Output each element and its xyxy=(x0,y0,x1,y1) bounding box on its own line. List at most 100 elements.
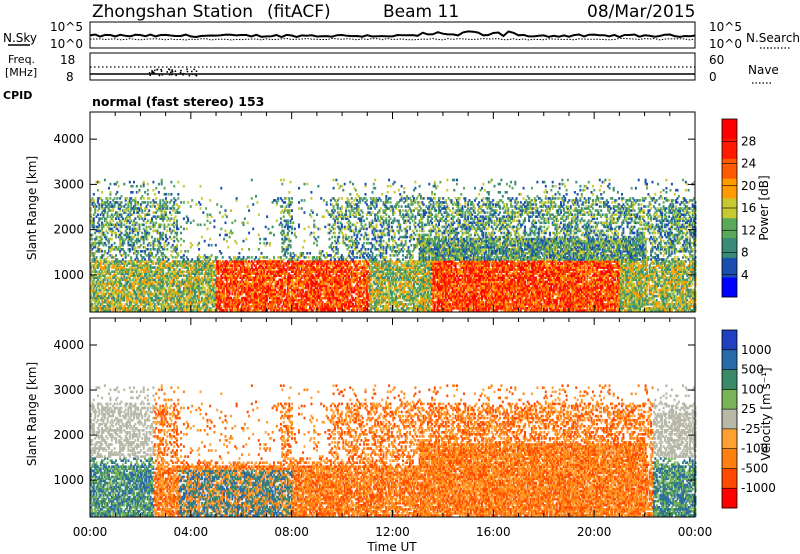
power-cell xyxy=(256,286,259,290)
power-cell xyxy=(174,303,177,306)
power-cell xyxy=(185,298,188,302)
power-cell xyxy=(234,264,237,267)
power-cell xyxy=(101,296,104,300)
power-cell xyxy=(144,280,147,284)
power-cell xyxy=(263,280,266,284)
power-cell xyxy=(144,201,147,204)
power-cell xyxy=(124,276,127,280)
power-cell xyxy=(164,199,167,202)
power-cell xyxy=(268,258,271,261)
power-cell xyxy=(139,292,142,296)
power-cell xyxy=(259,241,262,245)
power-cell xyxy=(245,258,248,261)
power-cell xyxy=(202,278,205,282)
power-cell xyxy=(131,262,134,265)
power-cell xyxy=(127,233,130,237)
power-cell xyxy=(217,298,220,302)
power-cell xyxy=(316,213,318,216)
power-cell xyxy=(198,309,201,312)
power-cell xyxy=(155,294,158,298)
power-cell xyxy=(159,241,162,245)
power-cell xyxy=(195,264,198,267)
power-cell xyxy=(249,282,252,286)
power-cell xyxy=(121,278,124,282)
power-cell xyxy=(264,288,267,292)
power-cell xyxy=(252,298,255,302)
power-cell xyxy=(199,282,202,286)
power-cell xyxy=(194,272,196,275)
power-cell xyxy=(253,286,256,290)
power-cell xyxy=(261,309,264,312)
power-cell xyxy=(166,298,169,302)
power-cell xyxy=(133,180,135,184)
power-cell xyxy=(322,199,325,202)
power-cell xyxy=(230,286,232,290)
power-cell xyxy=(245,266,248,269)
power-cell xyxy=(126,276,128,280)
power-cell xyxy=(130,296,133,300)
power-cell xyxy=(231,300,234,304)
power-cell xyxy=(313,219,316,223)
power-cell xyxy=(115,182,117,186)
power-cell xyxy=(250,276,253,280)
power-cell xyxy=(216,284,219,288)
power-cell xyxy=(138,207,141,210)
power-cell xyxy=(259,298,262,302)
nsky-label: N.Sky xyxy=(3,31,37,45)
power-cell xyxy=(192,286,195,290)
power-cell xyxy=(196,280,199,284)
power-cell xyxy=(103,211,106,214)
power-cell xyxy=(235,298,238,302)
power-cell xyxy=(94,243,97,247)
power-cell xyxy=(230,262,232,265)
power-cell xyxy=(188,286,191,290)
power-cell xyxy=(105,270,108,273)
power-cell xyxy=(146,262,149,265)
power-cell xyxy=(131,278,134,282)
power-cell xyxy=(187,282,190,286)
freq-label: Freq. xyxy=(8,53,35,66)
power-cell xyxy=(105,243,108,247)
power-cell xyxy=(110,233,113,237)
power-cell xyxy=(159,290,162,294)
power-cell xyxy=(106,264,109,267)
power-cell xyxy=(146,266,149,269)
power-cell xyxy=(123,250,126,253)
power-cell xyxy=(224,260,227,263)
power-cell xyxy=(130,219,133,223)
power-cell xyxy=(227,305,230,308)
power-cell xyxy=(92,260,95,263)
power-cell xyxy=(231,276,234,280)
power-cell xyxy=(255,195,257,198)
power-cell xyxy=(92,266,95,269)
power-cell xyxy=(266,272,269,275)
power-cell xyxy=(138,217,141,220)
power-cell xyxy=(94,237,97,241)
power-cell xyxy=(255,292,257,296)
power-cell xyxy=(152,201,155,204)
power-cell xyxy=(256,288,259,292)
power-cell xyxy=(191,288,194,292)
power-cell xyxy=(130,209,133,212)
power-cell xyxy=(243,288,246,292)
power-cell xyxy=(250,284,253,288)
power-cell xyxy=(217,262,220,265)
power-cell xyxy=(237,258,239,261)
power-cell xyxy=(191,286,194,290)
power-cell xyxy=(159,205,162,208)
power-cell xyxy=(155,270,158,273)
power-cell xyxy=(91,243,94,247)
power-cell xyxy=(212,272,214,275)
power-cell xyxy=(115,270,117,273)
power-cell xyxy=(116,258,119,261)
power-cell xyxy=(117,286,120,290)
power-cell xyxy=(263,305,266,308)
power-cell xyxy=(207,262,210,265)
power-cell xyxy=(103,217,106,220)
power-cell xyxy=(241,276,244,280)
power-cell xyxy=(91,296,94,300)
power-cell xyxy=(238,294,241,298)
power-cell xyxy=(109,182,112,186)
power-cell xyxy=(167,309,170,312)
power-cell xyxy=(96,284,99,288)
